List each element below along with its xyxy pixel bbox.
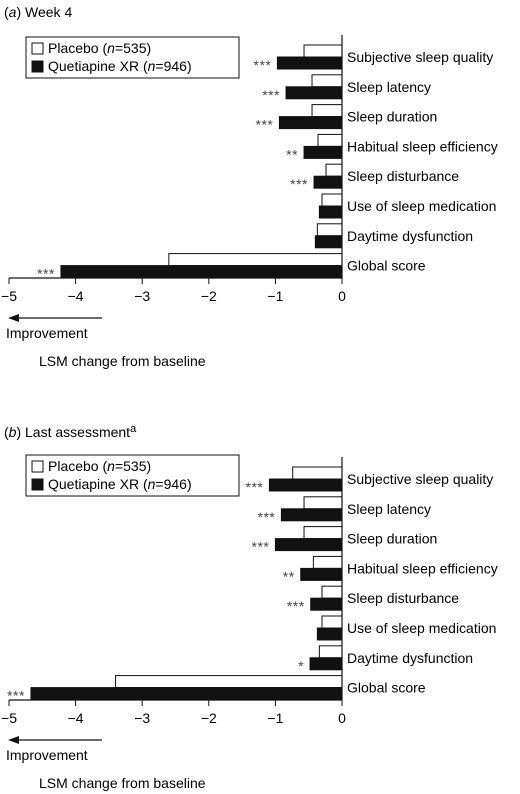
category-label: Habitual sleep efficiency (347, 560, 498, 576)
bar-placebo (321, 585, 343, 599)
bar-quetiapine (314, 235, 343, 249)
significance-marker: *** (252, 539, 270, 555)
significance-marker: *** (246, 479, 264, 495)
x-tick-label: −1 (267, 710, 283, 726)
significance-marker: *** (256, 117, 274, 133)
bar-quetiapine (30, 687, 343, 701)
bar-quetiapine (278, 116, 343, 130)
bar-placebo (317, 133, 343, 147)
bar-quetiapine (300, 567, 343, 581)
bar-placebo (325, 163, 343, 177)
bar-placebo (316, 223, 343, 237)
category-label: Global score (347, 680, 426, 696)
bar-placebo (168, 253, 343, 267)
bar-quetiapine (303, 145, 343, 159)
improvement-arrow-head (8, 314, 19, 322)
category-label: Global score (347, 258, 426, 274)
bar-placebo (318, 645, 343, 659)
bar-quetiapine (60, 265, 343, 279)
legend-label-quetiapine: Quetiapine XR (n=946) (48, 476, 192, 492)
bar-quetiapine (310, 597, 343, 611)
category-label: Subjective sleep quality (347, 49, 493, 65)
bar-quetiapine (276, 56, 343, 70)
bar-placebo (311, 104, 343, 118)
category-label: Use of sleep medication (347, 620, 496, 636)
legend-box (25, 454, 240, 497)
panel-a: (a) Week 4 Placebo (n=535) Quetiapine XR (… (1, 4, 498, 369)
bar-quetiapine (268, 478, 343, 492)
bar-quetiapine (280, 508, 343, 522)
panel-title: (a) Week 4 (4, 4, 72, 20)
category-label: Sleep duration (347, 531, 437, 547)
bar-placebo (321, 193, 343, 207)
category-label: Habitual sleep efficiency (347, 138, 498, 154)
legend-label-placebo: Placebo (n=535) (48, 458, 151, 474)
x-tick-label: −4 (68, 288, 84, 304)
bar-quetiapine (309, 657, 343, 671)
bar-placebo (303, 526, 343, 540)
legend-label-placebo: Placebo (n=535) (48, 40, 151, 56)
bar-placebo (303, 496, 343, 510)
improvement-label: Improvement (6, 747, 88, 763)
bar-quetiapine (316, 627, 343, 641)
significance-marker: *** (287, 598, 305, 614)
category-label: Daytime dysfunction (347, 650, 473, 666)
significance-marker: ** (283, 568, 295, 584)
x-tick-label: 0 (338, 288, 346, 304)
improvement-arrow-head (8, 736, 19, 744)
legend-label-quetiapine: Quetiapine XR (n=946) (48, 58, 192, 74)
bar-placebo (321, 615, 343, 629)
bar-quetiapine (274, 538, 343, 552)
significance-marker: *** (254, 57, 272, 73)
x-tick-label: −2 (201, 288, 217, 304)
x-tick-label: −5 (1, 288, 17, 304)
significance-marker: *** (7, 688, 25, 704)
x-tick-label: −3 (134, 710, 150, 726)
significance-marker: *** (258, 509, 276, 525)
x-tick-label: −2 (201, 710, 217, 726)
legend-box (25, 36, 240, 79)
improvement-label: Improvement (6, 325, 88, 341)
category-label: Use of sleep medication (347, 198, 496, 214)
x-tick-label: 0 (338, 710, 346, 726)
bar-placebo (303, 44, 343, 58)
legend-swatch-placebo (31, 42, 44, 55)
bar-quetiapine (318, 205, 343, 219)
category-label: Sleep disturbance (347, 590, 459, 606)
panel-b: (b) Last assessmenta Placebo (n=535) Queti… (1, 423, 498, 791)
bar-placebo (115, 675, 343, 689)
significance-marker: *** (262, 87, 280, 103)
significance-marker: * (298, 658, 304, 674)
legend-swatch-quetiapine (31, 478, 44, 491)
x-tick-label: −3 (134, 288, 150, 304)
bar-placebo (312, 555, 343, 569)
significance-marker: *** (37, 266, 55, 282)
category-label: Sleep latency (347, 501, 431, 517)
x-tick-label: −4 (68, 710, 84, 726)
legend: Placebo (n=535) Quetiapine XR (n=946) (25, 36, 240, 79)
category-label: Sleep duration (347, 109, 437, 125)
x-tick-label: −1 (267, 288, 283, 304)
bar-placebo (311, 74, 343, 88)
category-label: Sleep disturbance (347, 168, 459, 184)
x-axis-label: LSM change from baseline (39, 775, 206, 791)
bar-quetiapine (313, 175, 343, 189)
significance-marker: *** (290, 176, 308, 192)
panel-title: (b) Last assessmenta (4, 423, 137, 440)
x-axis-label: LSM change from baseline (39, 353, 206, 369)
category-label: Daytime dysfunction (347, 228, 473, 244)
category-label: Sleep latency (347, 79, 431, 95)
significance-marker: ** (286, 146, 298, 162)
legend-swatch-placebo (31, 460, 44, 473)
x-tick-label: −5 (1, 710, 17, 726)
bar-placebo (292, 466, 343, 480)
legend: Placebo (n=535) Quetiapine XR (n=946) (25, 454, 240, 497)
bar-quetiapine (285, 86, 343, 100)
category-label: Subjective sleep quality (347, 471, 493, 487)
legend-swatch-quetiapine (31, 60, 44, 73)
